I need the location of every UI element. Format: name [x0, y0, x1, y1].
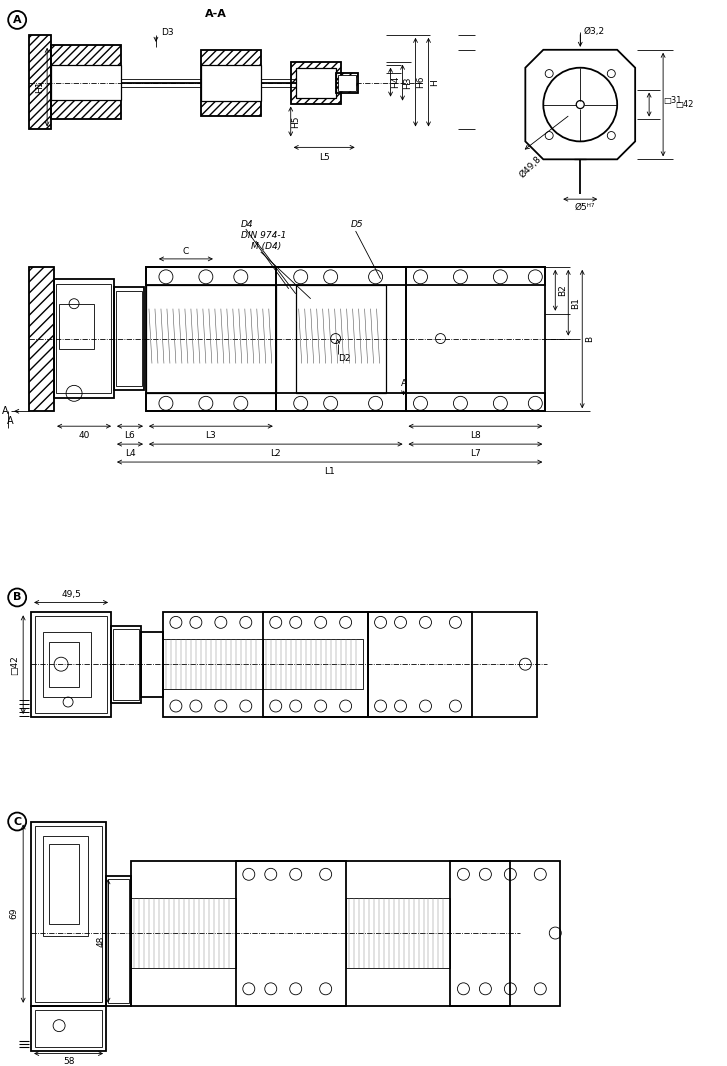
- Bar: [201, 50, 261, 115]
- Bar: [31, 1005, 106, 1051]
- Text: H5: H5: [292, 115, 300, 128]
- Bar: [131, 861, 510, 1005]
- Bar: [406, 266, 545, 411]
- Text: Ø5ᴴ⁷: Ø5ᴴ⁷: [575, 203, 595, 212]
- Text: H3: H3: [403, 77, 412, 88]
- Text: A: A: [401, 378, 406, 388]
- Text: L5: L5: [319, 152, 329, 162]
- Text: Ø49,8: Ø49,8: [518, 155, 543, 180]
- Bar: [336, 72, 358, 93]
- Bar: [296, 68, 336, 98]
- Bar: [368, 612, 473, 717]
- Bar: [291, 62, 341, 103]
- Bar: [345, 899, 451, 968]
- Text: L7: L7: [470, 449, 481, 457]
- Bar: [51, 65, 121, 99]
- Bar: [108, 879, 129, 1003]
- Bar: [146, 266, 276, 411]
- Bar: [35, 616, 107, 713]
- Bar: [29, 35, 51, 129]
- Bar: [296, 285, 385, 393]
- Text: 40: 40: [79, 431, 89, 439]
- Text: 48: 48: [97, 935, 105, 947]
- Bar: [291, 62, 341, 103]
- Text: H1: H1: [35, 81, 44, 94]
- Bar: [201, 50, 261, 115]
- Text: □31: □31: [663, 96, 682, 106]
- Text: A: A: [13, 15, 22, 25]
- Text: DIN 974-1: DIN 974-1: [241, 231, 286, 241]
- Text: □42: □42: [675, 100, 694, 109]
- Bar: [337, 75, 356, 91]
- Bar: [276, 266, 406, 411]
- Bar: [43, 632, 91, 697]
- Bar: [146, 285, 276, 393]
- Bar: [146, 393, 545, 411]
- Bar: [49, 643, 79, 688]
- Bar: [131, 899, 236, 968]
- Bar: [59, 304, 94, 349]
- Text: C: C: [182, 247, 189, 257]
- Text: H: H: [430, 79, 439, 85]
- Text: L8: L8: [470, 431, 481, 439]
- Bar: [111, 627, 141, 702]
- Text: B: B: [585, 336, 594, 342]
- Bar: [163, 612, 537, 717]
- Bar: [163, 640, 262, 689]
- Bar: [31, 612, 111, 717]
- Bar: [29, 266, 54, 411]
- Bar: [35, 825, 102, 1002]
- Bar: [262, 640, 363, 689]
- Bar: [51, 45, 121, 119]
- Text: D3: D3: [161, 29, 174, 37]
- Text: H6: H6: [416, 76, 425, 88]
- Bar: [113, 629, 139, 700]
- Text: A: A: [7, 416, 14, 426]
- Text: Ø3,2: Ø3,2: [583, 28, 604, 36]
- Text: D5: D5: [350, 220, 364, 228]
- Text: L2: L2: [270, 449, 281, 457]
- Bar: [56, 284, 111, 393]
- Bar: [236, 861, 345, 1005]
- Bar: [141, 632, 163, 697]
- Text: L1: L1: [324, 467, 335, 475]
- Bar: [116, 291, 142, 386]
- Text: C: C: [13, 817, 21, 826]
- Text: A: A: [1, 406, 8, 416]
- Text: H4: H4: [391, 76, 400, 88]
- Bar: [451, 861, 561, 1005]
- Text: 49,5: 49,5: [61, 589, 81, 599]
- Text: 69: 69: [9, 908, 19, 919]
- Text: B: B: [13, 593, 21, 602]
- Bar: [262, 612, 368, 717]
- Bar: [29, 266, 54, 411]
- Bar: [49, 844, 79, 924]
- Text: □42: □42: [9, 655, 19, 675]
- Bar: [35, 1010, 102, 1047]
- Text: D2: D2: [337, 354, 350, 364]
- Bar: [114, 287, 144, 390]
- Text: A-A: A-A: [205, 9, 227, 19]
- Bar: [29, 35, 51, 129]
- Bar: [106, 876, 131, 1005]
- Text: B1: B1: [571, 296, 579, 309]
- Bar: [336, 72, 358, 93]
- Text: D4: D4: [241, 220, 254, 228]
- Text: B2: B2: [558, 285, 567, 296]
- Bar: [51, 45, 121, 119]
- Text: L3: L3: [206, 431, 216, 439]
- Bar: [43, 837, 88, 936]
- Bar: [146, 266, 545, 285]
- Bar: [31, 822, 106, 1005]
- Text: L4: L4: [124, 449, 135, 457]
- Text: M (D4): M (D4): [251, 242, 281, 252]
- Text: L6: L6: [124, 431, 135, 439]
- Bar: [54, 279, 114, 399]
- Text: 58: 58: [63, 1057, 74, 1066]
- Bar: [201, 65, 261, 100]
